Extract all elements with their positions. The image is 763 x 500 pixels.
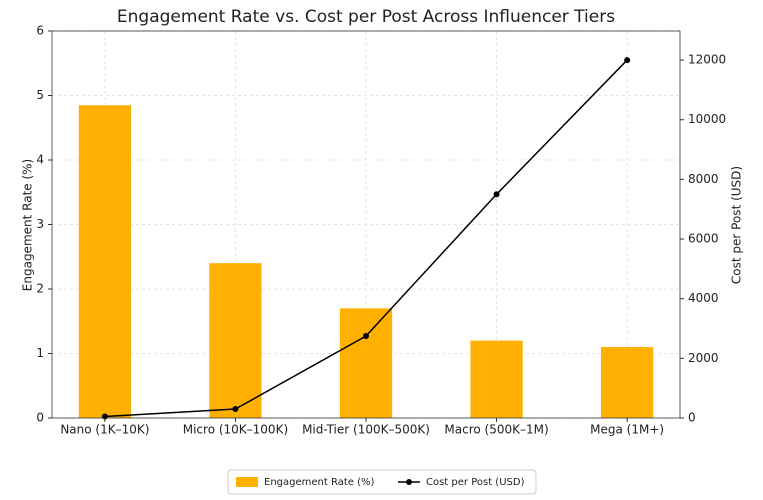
y2-tick-label: 6000 (688, 232, 719, 246)
legend-swatch (236, 477, 258, 487)
plot-frame (51, 30, 681, 419)
y-tick-label: 5 (36, 88, 44, 102)
point (493, 191, 500, 198)
x-tick-label: Mega (1M+) (590, 423, 664, 437)
x-tick-label: Micro (10K–100K) (183, 423, 288, 437)
y-tick-label: 0 (36, 411, 44, 425)
x-tick-label: Mid-Tier (100K–500K) (302, 423, 430, 437)
y2-tick-label: 12000 (688, 53, 726, 67)
point (624, 57, 631, 64)
bar (470, 340, 523, 418)
bar (601, 347, 654, 418)
y-tick-label: 6 (36, 24, 44, 38)
chart-title: Engagement Rate vs. Cost per Post Across… (117, 7, 615, 27)
y-axis-label: Engagement Rate (%) (21, 159, 35, 291)
legend-label: Engagement Rate (%) (264, 477, 374, 488)
y2-tick-label: 10000 (688, 112, 726, 126)
legend-label: Cost per Post (USD) (426, 477, 525, 488)
x-tick-label: Macro (500K–1M) (444, 423, 548, 437)
y2-tick-label: 2000 (688, 351, 719, 365)
y2-tick-label: 8000 (688, 172, 719, 186)
point (232, 406, 239, 413)
y-tick-label: 2 (36, 282, 44, 296)
legend-box (227, 469, 537, 495)
y-tick-label: 4 (36, 153, 44, 167)
y-tick-label: 3 (36, 217, 44, 231)
y2-tick-label: 4000 (688, 291, 719, 305)
bar (209, 263, 262, 418)
x-tick-label: Nano (1K–10K) (60, 423, 149, 437)
y-tick-label: 1 (36, 346, 44, 360)
bar (78, 105, 131, 419)
point (101, 413, 108, 420)
bar (339, 308, 393, 418)
legend-swatch (406, 479, 412, 485)
y2-tick-label: 0 (688, 411, 696, 425)
y2-axis-label: Cost per Post (USD) (730, 166, 744, 284)
point (363, 332, 369, 339)
